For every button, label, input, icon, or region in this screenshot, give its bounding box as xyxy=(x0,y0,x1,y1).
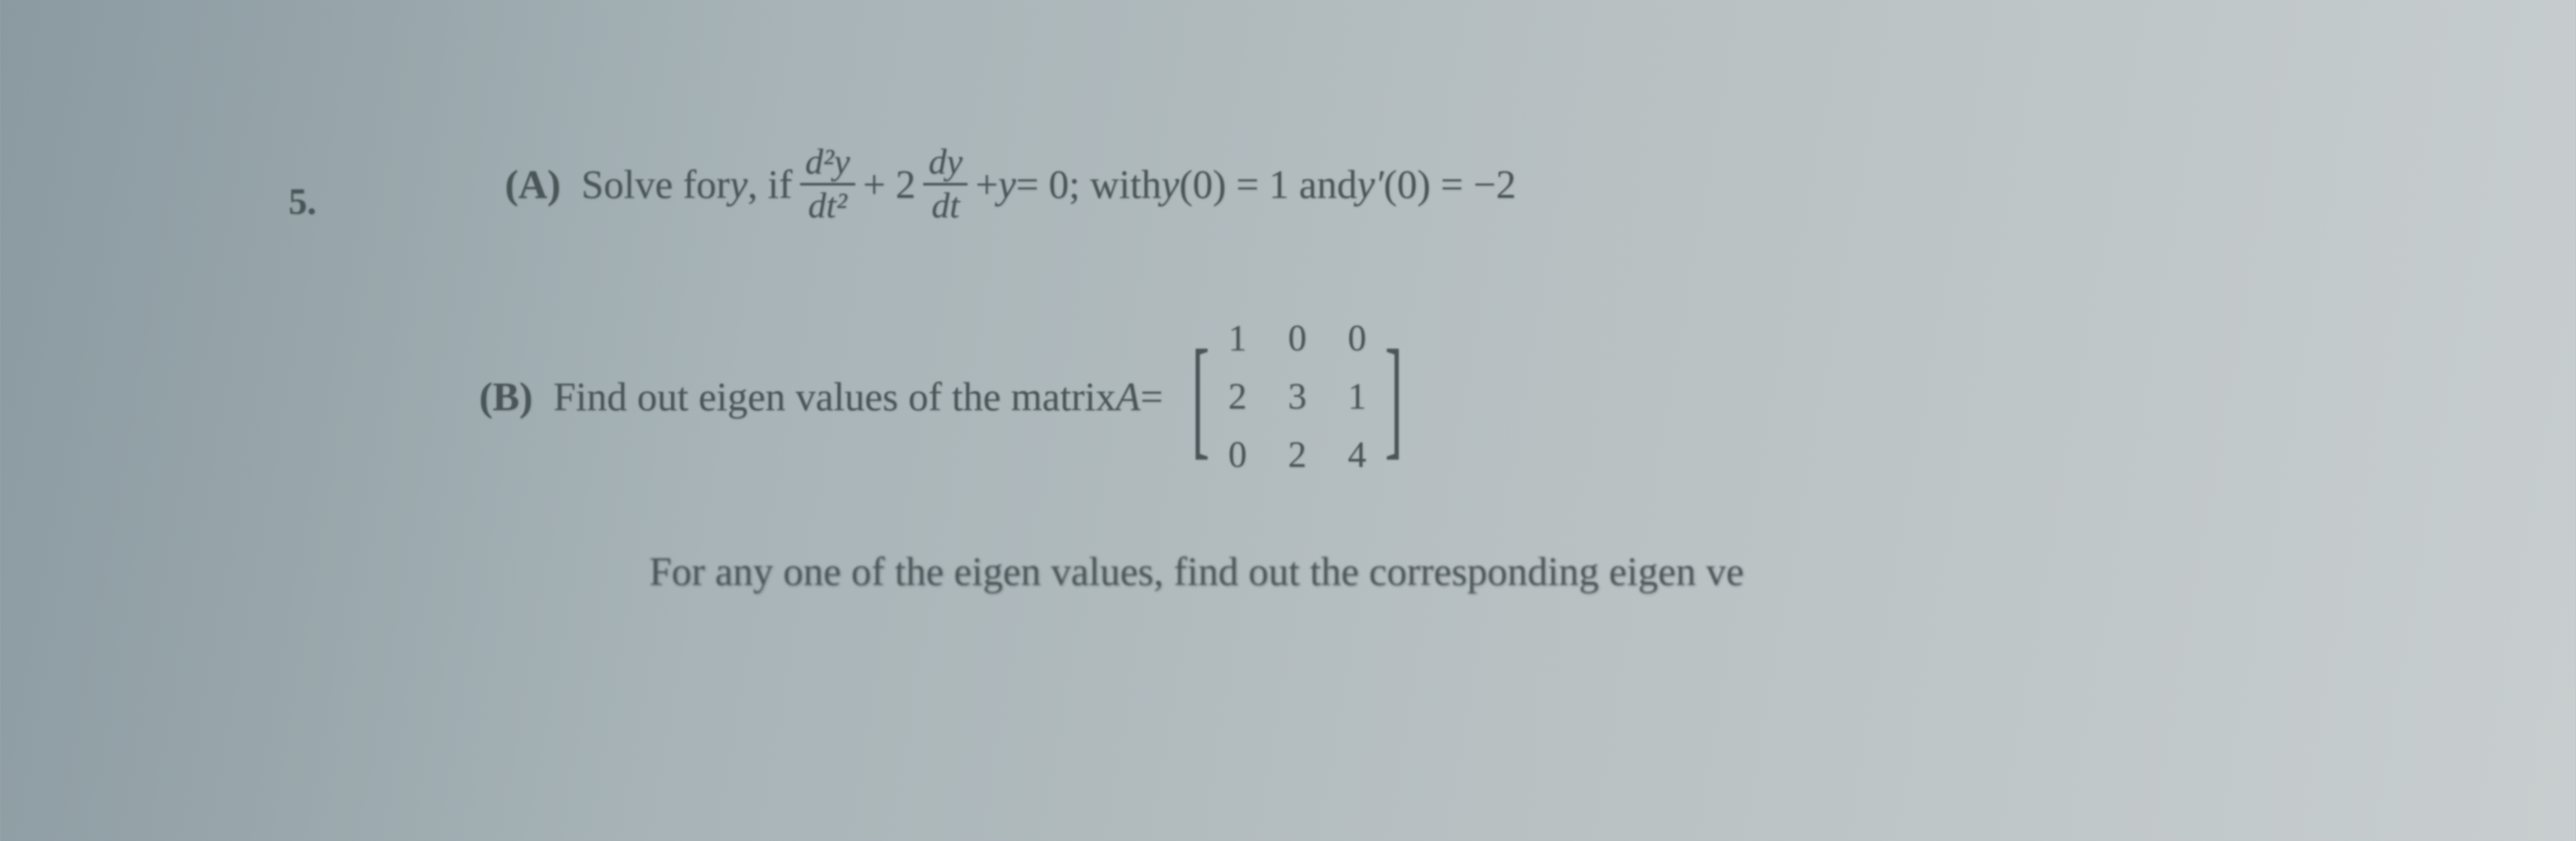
matrix-variable-a: A xyxy=(1116,374,1141,420)
comma-if: , if xyxy=(748,161,792,208)
matrix-cell-0-1: 0 xyxy=(1288,317,1307,360)
matrix-a: [ 1 0 0 2 3 1 0 2 4 ] xyxy=(1178,317,1416,476)
y-prime-sub: ′ xyxy=(1375,161,1384,208)
fraction-den-2: dt xyxy=(926,186,964,224)
matrix-cell-1-2: 1 xyxy=(1348,375,1366,418)
part-b-text: Find out eigen values of the matrix A = … xyxy=(553,317,1416,476)
fraction-num-1: d²y xyxy=(800,144,855,186)
fraction-d2y-dt2: d²y dt² xyxy=(800,144,855,224)
solve-for-text: Solve for xyxy=(581,161,730,208)
matrix-bracket-right: ] xyxy=(1385,343,1403,450)
matrix-body: 1 0 0 2 3 1 0 2 4 xyxy=(1223,317,1371,476)
plus-2-text: + 2 xyxy=(863,161,916,208)
find-eigen-text: Find out eigen values of the matrix xyxy=(553,374,1116,420)
matrix-cell-2-1: 2 xyxy=(1288,433,1307,476)
part-a-text: Solve for y , if d²y dt² + 2 dy dt + y =… xyxy=(581,144,1516,224)
question-number: 5. xyxy=(289,180,316,223)
equals-zero-text: = 0; with xyxy=(1016,161,1161,208)
part-b-continuation: For any one of the eigen values, find ou… xyxy=(649,548,2576,595)
fraction-den-1: dt² xyxy=(803,186,852,224)
part-a-label: (A) xyxy=(505,161,561,208)
matrix-cell-2-2: 4 xyxy=(1348,433,1366,476)
matrix-cell-0-2: 0 xyxy=(1348,317,1366,360)
matrix-cell-2-0: 0 xyxy=(1228,433,1247,476)
y-of-zero-var: y xyxy=(1161,161,1179,208)
matrix-cell-0-0: 1 xyxy=(1228,317,1247,360)
variable-y-2: y xyxy=(998,161,1016,208)
part-a-row: (A) Solve for y , if d²y dt² + 2 dy dt +… xyxy=(505,144,2576,224)
y-prime-var: y xyxy=(1357,161,1375,208)
exam-page: 5. (A) Solve for y , if d²y dt² + 2 dy d… xyxy=(0,0,2576,841)
fraction-dy-dt: dy dt xyxy=(923,144,968,224)
y-of-zero-eq-1: (0) = 1 and xyxy=(1179,161,1357,208)
y-prime-of-zero-eq: (0) = −2 xyxy=(1384,161,1516,208)
matrix-cell-1-1: 3 xyxy=(1288,375,1307,418)
variable-y: y xyxy=(730,161,748,208)
fraction-num-2: dy xyxy=(923,144,968,186)
part-b-row: (B) Find out eigen values of the matrix … xyxy=(479,317,2576,476)
part-b-label: (B) xyxy=(479,374,533,420)
equals-sign: = xyxy=(1140,374,1163,420)
matrix-cell-1-0: 2 xyxy=(1228,375,1247,418)
matrix-bracket-left: [ xyxy=(1192,343,1210,450)
plus-y-text: + xyxy=(975,161,998,208)
